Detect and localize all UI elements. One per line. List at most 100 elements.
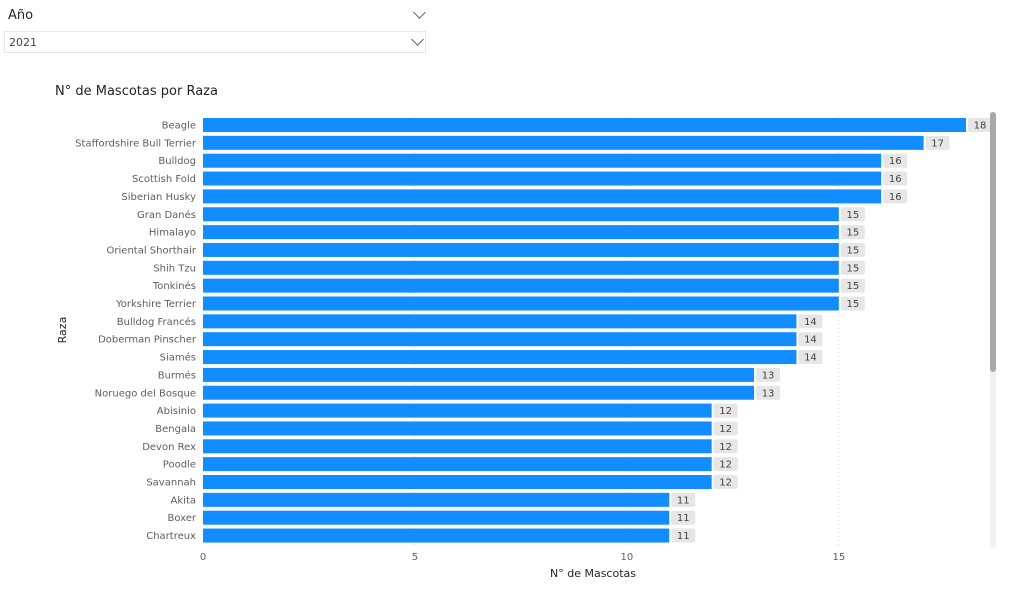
x-tick-label: 0 bbox=[200, 552, 206, 563]
x-tick-label: 5 bbox=[412, 552, 418, 563]
data-label: 11 bbox=[677, 513, 690, 524]
data-label-background bbox=[671, 510, 696, 525]
data-label: 15 bbox=[846, 263, 859, 274]
bar bbox=[203, 171, 882, 186]
bar bbox=[203, 242, 839, 257]
y-tick-label: Siamés bbox=[160, 352, 196, 364]
y-tick-label: Noruego del Bosque bbox=[95, 388, 196, 399]
data-label: 11 bbox=[677, 531, 690, 542]
data-label: 16 bbox=[889, 156, 902, 167]
data-label-background bbox=[840, 260, 865, 275]
data-label: 15 bbox=[846, 210, 859, 221]
bar bbox=[203, 475, 712, 489]
y-tick-label: Siberian Husky bbox=[121, 192, 196, 203]
data-label: 13 bbox=[762, 388, 775, 399]
data-label-background bbox=[756, 385, 781, 400]
y-tick-label: Yorkshire Terrier bbox=[115, 299, 197, 310]
data-label: 13 bbox=[762, 370, 775, 381]
bar bbox=[203, 118, 966, 132]
bar bbox=[203, 153, 882, 168]
data-label-background bbox=[671, 528, 696, 543]
data-label: 15 bbox=[846, 228, 859, 239]
bar bbox=[203, 385, 755, 400]
year-dropdown-value: 2021 bbox=[9, 36, 37, 49]
data-label-background bbox=[840, 225, 865, 240]
data-label: 18 bbox=[974, 121, 987, 132]
y-tick-label: Chartreux bbox=[146, 531, 196, 542]
year-dropdown[interactable]: 2021 bbox=[4, 31, 426, 53]
year-slicer-label: Año bbox=[8, 8, 34, 23]
data-label-background bbox=[756, 367, 781, 382]
bar bbox=[203, 278, 839, 293]
y-tick-label: Burmés bbox=[158, 369, 196, 381]
data-label: 12 bbox=[719, 442, 732, 453]
y-tick-label: Gran Danés bbox=[137, 209, 196, 221]
bar bbox=[203, 350, 797, 365]
y-tick-label: Boxer bbox=[167, 513, 196, 524]
data-label: 12 bbox=[719, 460, 732, 471]
chart-title: N° de Mascotas por Raza bbox=[55, 84, 218, 99]
y-tick-label: Doberman Pinscher bbox=[98, 335, 197, 346]
data-label: 15 bbox=[846, 245, 859, 256]
bar bbox=[203, 403, 712, 418]
y-tick-label: Oriental Shorthair bbox=[107, 245, 197, 256]
data-label: 15 bbox=[846, 299, 859, 310]
data-label: 14 bbox=[804, 335, 817, 346]
bar bbox=[203, 332, 797, 347]
y-tick-label: Tonkinés bbox=[152, 280, 196, 292]
y-tick-label: Bengala bbox=[155, 424, 196, 435]
y-tick-label: Poodle bbox=[163, 460, 196, 471]
data-label-background bbox=[840, 296, 865, 311]
data-label-background bbox=[798, 332, 823, 347]
data-label-background bbox=[883, 153, 908, 168]
data-label: 15 bbox=[846, 281, 859, 292]
x-tick-label: 10 bbox=[621, 552, 634, 563]
bar bbox=[203, 207, 839, 222]
data-label-background bbox=[713, 439, 738, 454]
data-label: 16 bbox=[889, 192, 902, 203]
bar bbox=[203, 439, 712, 454]
data-label: 11 bbox=[677, 495, 690, 506]
y-tick-label: Beagle bbox=[162, 121, 196, 132]
data-label-background bbox=[798, 314, 823, 329]
data-label-background bbox=[840, 278, 865, 293]
y-tick-label: Savannah bbox=[146, 478, 196, 489]
bar bbox=[203, 225, 839, 240]
bar bbox=[203, 189, 882, 204]
x-tick-label: 15 bbox=[832, 552, 845, 563]
data-label: 12 bbox=[719, 424, 732, 435]
y-axis-title: Raza bbox=[56, 317, 69, 344]
y-tick-label: Staffordshire Bull Terrier bbox=[75, 138, 197, 149]
bar bbox=[203, 135, 924, 150]
y-tick-label: Devon Rex bbox=[142, 442, 196, 453]
data-label: 17 bbox=[931, 138, 944, 149]
data-label-background bbox=[840, 207, 865, 222]
data-label: 16 bbox=[889, 174, 902, 185]
y-tick-label: Akita bbox=[171, 495, 196, 506]
y-tick-label: Scottish Fold bbox=[132, 174, 196, 185]
bar bbox=[203, 510, 670, 525]
data-label-background bbox=[840, 242, 865, 257]
y-tick-label: Bulldog bbox=[158, 156, 196, 167]
data-label-background bbox=[713, 403, 738, 418]
bar bbox=[203, 367, 755, 382]
data-label: 14 bbox=[804, 317, 817, 328]
data-label-background bbox=[713, 421, 738, 436]
data-label-background bbox=[713, 475, 738, 489]
data-label-background bbox=[798, 350, 823, 365]
x-axis-title: N° de Mascotas bbox=[550, 567, 636, 580]
y-tick-label: Bulldog Francés bbox=[117, 316, 196, 328]
bar bbox=[203, 492, 670, 507]
data-label: 12 bbox=[719, 478, 732, 489]
data-label-background bbox=[968, 118, 992, 132]
data-label-background bbox=[883, 171, 908, 186]
data-label-background bbox=[883, 189, 908, 204]
data-label-background bbox=[713, 457, 738, 472]
bar bbox=[203, 314, 797, 329]
y-tick-label: Shih Tzu bbox=[153, 263, 196, 274]
bar bbox=[203, 457, 712, 472]
chart-scrollbar-thumb[interactable] bbox=[990, 112, 996, 372]
bar bbox=[203, 421, 712, 436]
data-label: 12 bbox=[719, 406, 732, 417]
